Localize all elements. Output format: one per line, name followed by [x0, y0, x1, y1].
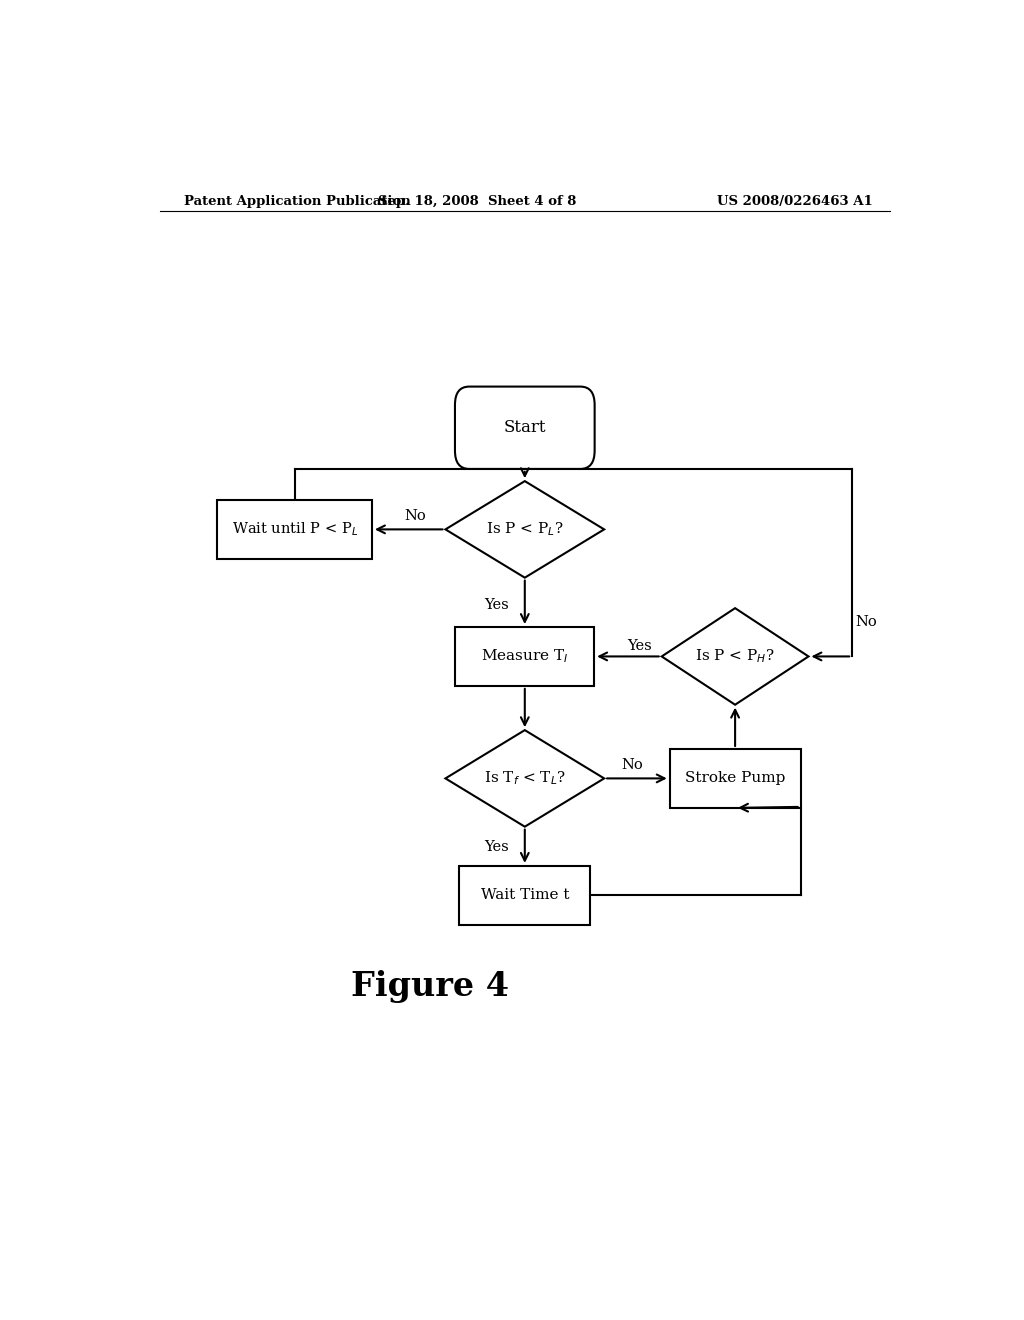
Text: Yes: Yes	[484, 840, 509, 854]
Text: Yes: Yes	[484, 598, 509, 612]
Text: Figure 4: Figure 4	[350, 970, 509, 1003]
Text: Is P < P$_H$?: Is P < P$_H$?	[695, 648, 775, 665]
Polygon shape	[445, 480, 604, 578]
FancyBboxPatch shape	[670, 748, 801, 808]
Text: No: No	[622, 758, 643, 772]
Text: Stroke Pump: Stroke Pump	[685, 771, 785, 785]
Text: No: No	[404, 510, 426, 523]
Text: US 2008/0226463 A1: US 2008/0226463 A1	[717, 194, 872, 207]
FancyBboxPatch shape	[460, 866, 590, 925]
Text: Is P < P$_L$?: Is P < P$_L$?	[486, 520, 563, 539]
Polygon shape	[445, 730, 604, 826]
Text: Wait Time t: Wait Time t	[480, 888, 569, 903]
Text: Measure T$_I$: Measure T$_I$	[481, 648, 568, 665]
FancyBboxPatch shape	[456, 627, 594, 686]
Polygon shape	[662, 609, 809, 705]
FancyBboxPatch shape	[455, 387, 595, 469]
Text: Sep. 18, 2008  Sheet 4 of 8: Sep. 18, 2008 Sheet 4 of 8	[378, 194, 577, 207]
Text: Wait until P < P$_L$: Wait until P < P$_L$	[231, 520, 357, 539]
Text: Yes: Yes	[627, 639, 652, 653]
Text: No: No	[856, 615, 878, 630]
FancyBboxPatch shape	[217, 500, 372, 558]
Text: Is T$_f$ < T$_L$?: Is T$_f$ < T$_L$?	[484, 770, 565, 787]
Text: Start: Start	[504, 420, 546, 436]
Text: Patent Application Publication: Patent Application Publication	[183, 194, 411, 207]
